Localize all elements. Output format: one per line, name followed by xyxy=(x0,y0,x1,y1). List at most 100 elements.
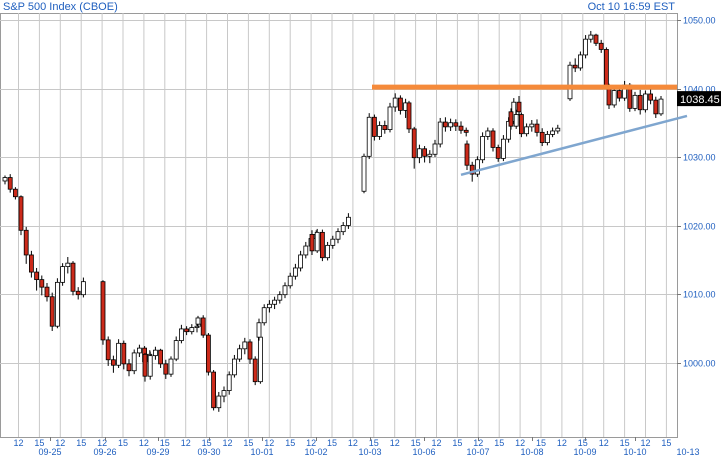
candle-body xyxy=(28,254,34,273)
candle xyxy=(480,132,486,164)
candle xyxy=(524,123,529,137)
candle-body xyxy=(39,279,45,288)
candle-body xyxy=(163,363,169,375)
candle-body xyxy=(200,317,206,336)
candle xyxy=(237,344,243,362)
x-hour-tick-label: 15 xyxy=(494,438,504,448)
candle xyxy=(508,108,514,130)
candle-body xyxy=(448,122,454,128)
x-hour-tick-label: 15 xyxy=(452,438,462,448)
x-date-tick-label: 10-08 xyxy=(520,447,543,457)
candle-body xyxy=(309,234,315,252)
candle xyxy=(583,35,588,59)
candle xyxy=(464,140,470,171)
candle-body xyxy=(81,281,86,296)
candle xyxy=(70,261,76,296)
candle-body xyxy=(572,64,578,69)
x-hour-tick-label: 15 xyxy=(285,438,295,448)
candle-body xyxy=(397,97,403,111)
candle-body xyxy=(261,307,267,324)
x-date-tick-label: 09-26 xyxy=(93,447,116,457)
candle xyxy=(184,326,190,336)
candle xyxy=(474,156,480,177)
candle xyxy=(2,175,8,185)
candle-body xyxy=(453,122,459,127)
x-hour-tick-label: 12 xyxy=(640,438,650,448)
candle xyxy=(611,86,617,108)
y-tick-label: 1050.00 xyxy=(683,16,716,26)
candle-body xyxy=(231,358,237,376)
candle-body xyxy=(237,348,243,360)
candle xyxy=(131,349,137,375)
candle xyxy=(519,112,524,138)
candle xyxy=(147,351,153,380)
candle xyxy=(422,146,428,163)
candle xyxy=(361,153,367,194)
candle xyxy=(453,119,459,131)
candle-body xyxy=(500,138,506,159)
candle-body xyxy=(519,114,524,135)
candle-body xyxy=(437,121,443,145)
candle-body xyxy=(658,98,664,115)
candle-body xyxy=(126,363,132,372)
x-hour-tick-label: 15 xyxy=(76,438,86,448)
candle-body xyxy=(643,93,648,111)
candle xyxy=(105,336,111,366)
candle-body xyxy=(247,341,253,360)
candle xyxy=(427,150,433,164)
last-price-label: 1038.45 xyxy=(680,94,720,106)
x-hour-tick-label: 12 xyxy=(222,438,232,448)
candle xyxy=(136,344,142,358)
candle xyxy=(298,250,304,272)
candle-body xyxy=(282,285,288,296)
x-hour-tick-label: 12 xyxy=(55,438,65,448)
candle xyxy=(256,318,262,341)
x-hour-tick-label: 15 xyxy=(578,438,588,448)
candle xyxy=(397,95,403,115)
candle xyxy=(189,324,195,335)
candle-body xyxy=(178,328,184,341)
support-trendline xyxy=(460,114,688,177)
candle xyxy=(340,222,346,236)
candle xyxy=(377,121,383,140)
candle-body xyxy=(147,355,153,377)
x-hour-tick-label: 12 xyxy=(264,438,274,448)
candle xyxy=(55,278,60,329)
x-hour-tick-label: 15 xyxy=(620,438,630,448)
candle-body xyxy=(303,245,309,256)
candle xyxy=(158,348,164,368)
candle xyxy=(168,356,174,377)
candle-body xyxy=(604,49,609,87)
x-date-tick-label: 10-13 xyxy=(676,447,699,457)
candle-body xyxy=(242,341,248,350)
chart-title: S&P 500 Index (CBOE) xyxy=(3,1,118,13)
candle xyxy=(534,119,540,137)
candle xyxy=(231,354,237,378)
candle xyxy=(261,304,267,326)
x-hour-tick-label: 15 xyxy=(661,438,671,448)
x-hour-tick-label: 15 xyxy=(369,438,379,448)
candle-body xyxy=(593,34,599,44)
candle xyxy=(242,337,248,355)
candle xyxy=(382,120,388,134)
y-tick-label: 1000.00 xyxy=(683,359,716,369)
candle-body xyxy=(480,136,486,161)
x-date-tick-label: 09-30 xyxy=(197,447,220,457)
x-date-tick-label: 10-01 xyxy=(250,447,273,457)
candle xyxy=(416,144,422,164)
candle xyxy=(588,30,594,43)
candle xyxy=(598,39,604,53)
candle-body xyxy=(366,116,372,157)
candle-body xyxy=(292,267,298,277)
candle xyxy=(18,195,24,236)
candle xyxy=(437,117,443,148)
candle xyxy=(319,229,325,262)
x-hour-tick-label: 12 xyxy=(515,438,525,448)
candle-body xyxy=(257,336,263,383)
x-hour-tick-label: 12 xyxy=(557,438,567,448)
candle xyxy=(632,91,638,112)
candle xyxy=(163,359,169,379)
candle xyxy=(653,96,659,118)
candle-body xyxy=(464,143,470,166)
